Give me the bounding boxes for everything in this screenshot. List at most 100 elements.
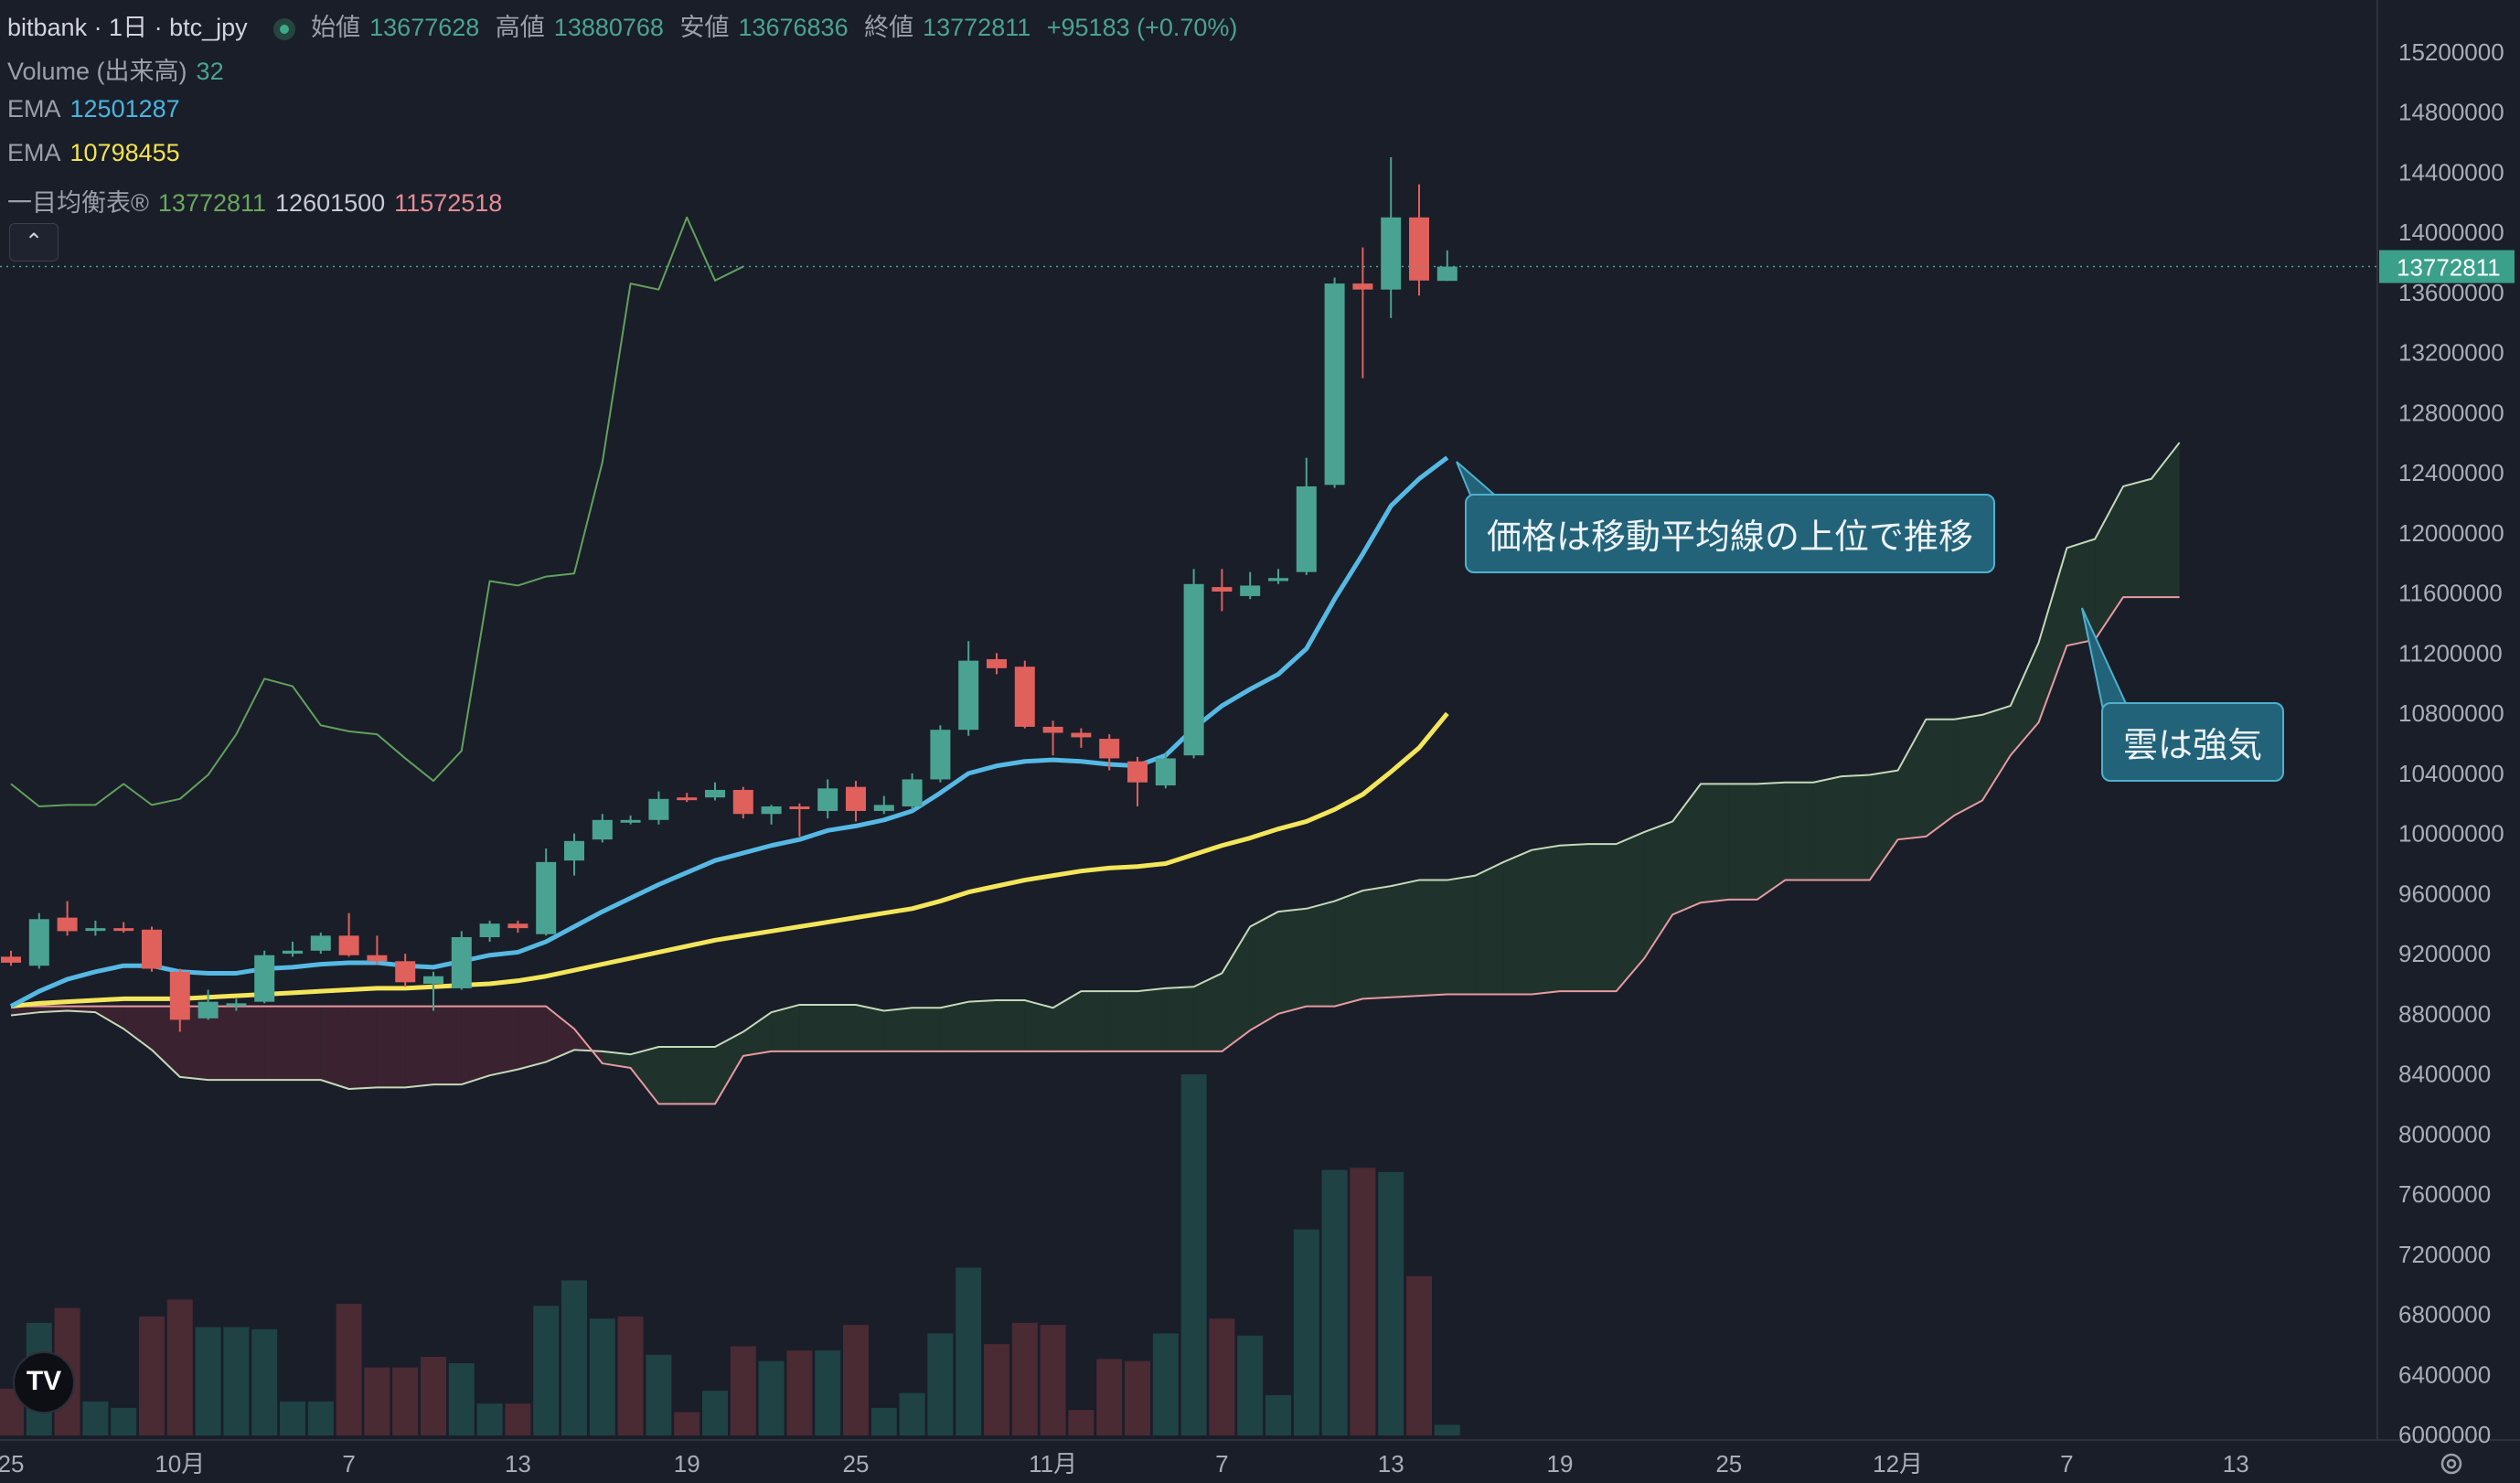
candle-body	[1014, 667, 1035, 727]
candle-body	[648, 798, 669, 820]
volume-bar	[307, 1401, 334, 1435]
volume-bar	[139, 1316, 165, 1435]
price-tick-label: 10800000	[2398, 699, 2504, 727]
volume-bar	[1152, 1333, 1179, 1435]
cloud-segment	[1560, 844, 1588, 992]
candle-body	[592, 819, 613, 840]
high-value: 13880768	[553, 14, 664, 41]
time-tick-label: 25	[843, 1450, 870, 1478]
cloud-segment	[1842, 774, 1870, 880]
candle-body	[761, 806, 782, 815]
cloud-segment	[1785, 782, 1814, 880]
price-tick-label: 11200000	[2398, 639, 2503, 667]
legend-ema-slow-row[interactable]: EMA 10798455	[7, 139, 189, 167]
cloud-segment	[1897, 719, 1927, 840]
candle-body	[1042, 726, 1063, 733]
candle-body	[789, 806, 810, 810]
volume-bar	[927, 1333, 954, 1435]
tradingview-logo-icon[interactable]: TV	[13, 1351, 75, 1414]
candle-body	[310, 935, 331, 951]
candle-body	[367, 955, 388, 962]
chevron-up-icon: ⌃	[24, 229, 44, 254]
cloud-segment	[1250, 912, 1278, 1030]
cloud-segment	[405, 1006, 433, 1088]
cloud-segment	[1672, 784, 1701, 915]
volume-bar	[476, 1403, 503, 1435]
cloud-segment	[546, 1006, 574, 1062]
candle-body	[451, 937, 472, 988]
cloud-segment	[518, 1006, 547, 1070]
candlesticks	[1, 157, 1458, 1032]
cloud-segment	[771, 1004, 800, 1051]
volume-bar	[533, 1306, 560, 1435]
price-tick-label: 14800000	[2398, 99, 2504, 126]
cloud-segment	[1334, 891, 1363, 1007]
volume-bar	[1406, 1275, 1432, 1435]
candle-body	[958, 660, 979, 731]
price-tick-label: 6000000	[2398, 1421, 2491, 1448]
legend-ema-fast-row[interactable]: EMA 12501287	[7, 95, 189, 123]
cloud-segment	[828, 1004, 856, 1051]
callout-cloud-text: 雲は強気	[2123, 727, 2263, 765]
cloud-segment	[1954, 714, 1982, 816]
candle-body	[1127, 761, 1148, 783]
candle-body	[57, 917, 78, 932]
volume-bar	[815, 1350, 841, 1435]
cloud-segment	[912, 1008, 941, 1051]
volume-value: 32	[196, 58, 224, 85]
time-tick-label: 7	[342, 1450, 355, 1478]
time-tick-label: 13	[2223, 1450, 2249, 1478]
price-tick-label: 13600000	[2398, 279, 2504, 306]
cloud-segment	[968, 1000, 997, 1051]
candle-body	[283, 950, 303, 955]
candle-body	[677, 797, 698, 801]
symbol-title: bitbank · 1日 · btc_jpy	[7, 14, 248, 41]
candle-body	[1183, 583, 1204, 756]
candle-body	[930, 730, 951, 780]
cloud-segment	[2123, 478, 2152, 598]
span-b-line	[11, 596, 2180, 1105]
volume-bar	[280, 1401, 305, 1435]
candle-body	[395, 961, 416, 983]
candle-body	[338, 935, 359, 955]
cloud-segment	[742, 1012, 772, 1056]
volume-bar	[1180, 1074, 1207, 1435]
candle-body	[1099, 739, 1120, 759]
cloud-segment	[320, 1006, 349, 1089]
legend-ichimoku-row[interactable]: 一目均衡表® 13772811 12601500 11572518	[7, 183, 511, 219]
price-tick-label: 12400000	[2398, 459, 2504, 486]
legend-volume-row[interactable]: Volume (出来高) 32	[7, 51, 233, 87]
cloud-segment	[1024, 1000, 1053, 1051]
open-value: 13677628	[369, 14, 480, 41]
settings-gear-icon[interactable]	[2438, 1450, 2465, 1478]
cloud-segment	[1165, 987, 1194, 1051]
cloud-segment	[1728, 784, 1757, 900]
collapse-legend-button[interactable]: ⌃	[9, 223, 59, 261]
time-tick-label: 19	[1547, 1450, 1574, 1478]
ichimoku-cloud	[10, 442, 2181, 1105]
volume-bar	[589, 1318, 615, 1435]
volume-bar	[617, 1316, 644, 1435]
volume-bar	[1209, 1318, 1235, 1435]
cloud-segment	[11, 1006, 39, 1016]
cloud-segment	[1926, 719, 1955, 837]
cloud-segment	[997, 1000, 1025, 1051]
volume-label: Volume (出来高)	[7, 58, 187, 85]
candle-body	[1436, 266, 1458, 282]
volume-bar	[448, 1363, 475, 1435]
price-tick-label: 6800000	[2398, 1301, 2491, 1328]
cloud-segment	[1193, 973, 1223, 1051]
cloud-segment	[1052, 991, 1082, 1051]
candle-body	[1296, 485, 1317, 572]
candle-body	[1155, 758, 1176, 786]
price-tick-label: 12800000	[2398, 399, 2504, 426]
callout-ma-note: 価格は移動平均線の上位で推移	[1465, 494, 1996, 573]
cloud-segment	[1109, 991, 1137, 1051]
candle-body	[902, 779, 923, 807]
cloud-segment	[630, 1046, 659, 1104]
time-tick-label: 7	[1215, 1450, 1228, 1478]
cloud-segment	[687, 1046, 715, 1104]
volume-bar	[1350, 1168, 1376, 1435]
